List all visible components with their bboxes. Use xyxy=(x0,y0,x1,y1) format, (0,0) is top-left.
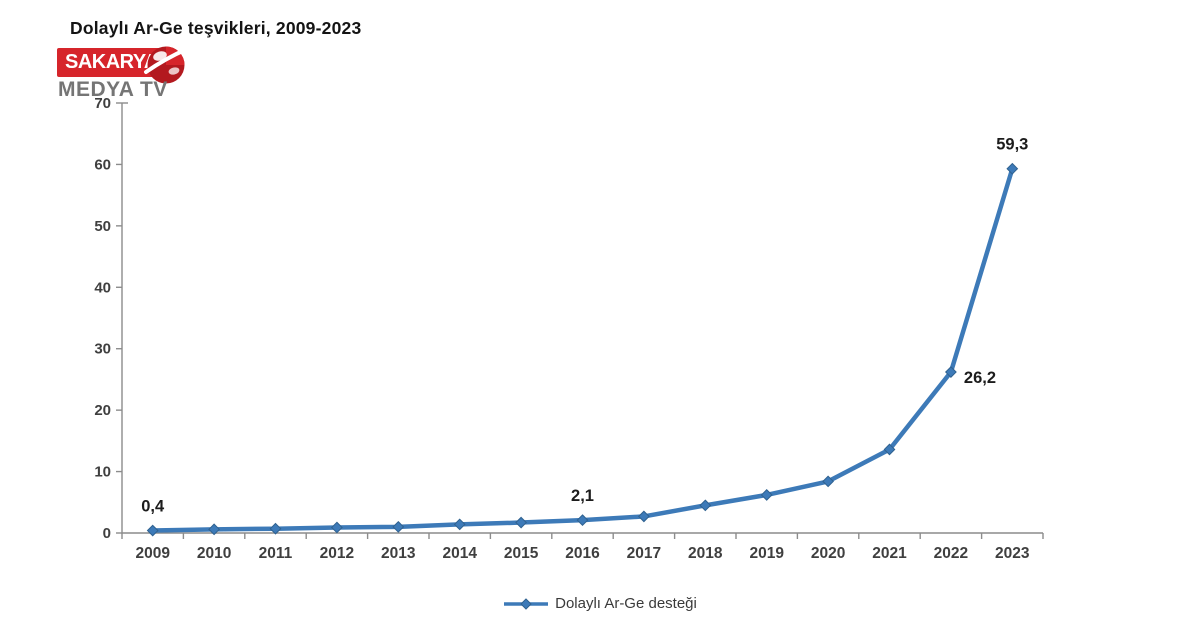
x-axis-tick-label: 2018 xyxy=(688,545,723,562)
data-point-marker xyxy=(883,443,896,456)
data-point-marker xyxy=(699,499,712,512)
x-axis-tick-label: 2013 xyxy=(381,545,416,562)
x-axis-tick-label: 2015 xyxy=(504,545,539,562)
x-axis-tick-label: 2009 xyxy=(135,545,170,562)
data-point-marker xyxy=(453,518,466,531)
chart-title: Dolaylı Ar-Ge teşvikleri, 2009-2023 xyxy=(70,18,362,38)
data-point-marker xyxy=(637,510,650,523)
data-point-marker xyxy=(330,521,343,534)
data-point-label: 2,1 xyxy=(571,487,594,505)
x-axis-tick-label: 2023 xyxy=(995,545,1030,562)
data-point-marker xyxy=(944,366,957,378)
data-point-label: 26,2 xyxy=(964,369,996,387)
x-axis-tick-label: 2020 xyxy=(811,545,845,562)
y-axis-tick-label: 60 xyxy=(94,156,111,173)
data-point-marker xyxy=(515,516,528,529)
data-point-marker xyxy=(146,524,159,537)
data-point-marker xyxy=(822,475,835,488)
legend-label: Dolaylı Ar-Ge desteği xyxy=(555,595,697,612)
x-axis-tick-label: 2022 xyxy=(934,545,968,562)
series-line xyxy=(150,166,1015,533)
logo-subtitle: MEDYA TV xyxy=(58,78,168,101)
x-axis-tick-label: 2017 xyxy=(627,545,661,562)
data-point-marker xyxy=(576,514,589,527)
y-axis-tick-label: 0 xyxy=(103,525,111,542)
data-point-label: 59,3 xyxy=(996,136,1028,154)
y-axis-tick-label: 10 xyxy=(94,464,111,481)
y-axis-tick-label: 40 xyxy=(94,279,111,296)
legend-marker-icon xyxy=(503,597,549,611)
x-axis-tick-label: 2021 xyxy=(872,545,907,562)
x-axis-tick-label: 2011 xyxy=(259,545,293,562)
data-point-marker xyxy=(269,522,282,535)
y-axis-tick-label: 50 xyxy=(94,218,111,235)
y-axis-tick-label: 30 xyxy=(94,341,111,358)
sakarya-medya-tv-logo: SAKARYA MEDYA TV xyxy=(57,46,197,108)
data-point-label: 0,4 xyxy=(141,498,165,516)
y-axis-tick-label: 20 xyxy=(94,402,111,419)
x-axis-tick-label: 2010 xyxy=(197,545,231,562)
x-axis-tick-label: 2012 xyxy=(320,545,354,562)
y-axis-tick-label: 70 xyxy=(94,95,111,112)
data-point-marker xyxy=(208,523,221,536)
data-point-marker xyxy=(760,489,773,501)
globe-icon xyxy=(143,42,189,93)
axis-lines xyxy=(121,103,1043,534)
x-axis-tick-label: 2014 xyxy=(442,545,477,562)
x-axis-tick-label: 2019 xyxy=(749,545,784,562)
data-point-marker xyxy=(392,520,405,533)
data-point-marker xyxy=(1006,162,1019,175)
chart-legend: Dolaylı Ar-Ge desteği xyxy=(0,595,1200,612)
x-axis-tick-label: 2016 xyxy=(565,545,600,562)
